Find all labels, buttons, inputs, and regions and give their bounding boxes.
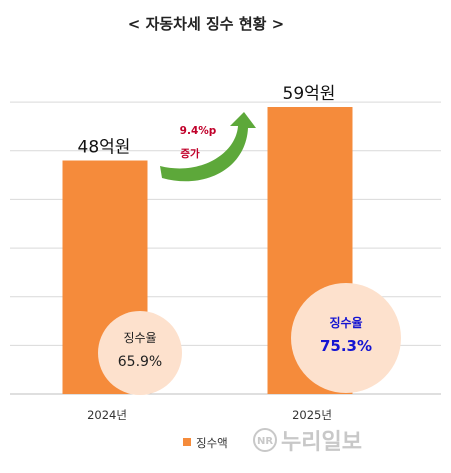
increase-annotation: 9.4%p 증가	[160, 112, 256, 182]
legend: 징수액	[183, 436, 228, 450]
watermark-text: 누리일보	[281, 430, 362, 455]
collection-rate-label: 징수율	[123, 331, 156, 345]
category-label: 2024년	[87, 408, 127, 422]
value-labels: 48억원 59억원	[78, 84, 336, 158]
collection-rate-circle	[291, 283, 401, 393]
legend-label: 징수액	[196, 436, 228, 450]
collection-rate-circles: 징수율 65.9% 징수율 75.3%	[98, 283, 401, 395]
collection-rate-value: 65.9%	[118, 354, 162, 370]
watermark-badge-text: NR	[257, 436, 273, 447]
watermark-badge-icon	[253, 428, 277, 452]
collection-rate-value: 75.3%	[320, 337, 372, 355]
collection-rate-label: 징수율	[329, 315, 362, 330]
increase-word: 증가	[180, 147, 200, 160]
category-label: 2025년	[292, 408, 332, 422]
value-label: 59억원	[283, 84, 336, 104]
watermark: NR 누리일보	[253, 428, 362, 455]
increase-percent: 9.4%p	[180, 125, 217, 137]
increase-arrow-icon	[160, 112, 256, 182]
chart-title: < 자동차세 징수 현황 >	[128, 15, 284, 33]
collection-rate-circle	[98, 311, 182, 395]
value-label: 48억원	[78, 138, 131, 158]
legend-swatch	[183, 438, 191, 446]
category-labels: 2024년 2025년	[87, 408, 332, 422]
